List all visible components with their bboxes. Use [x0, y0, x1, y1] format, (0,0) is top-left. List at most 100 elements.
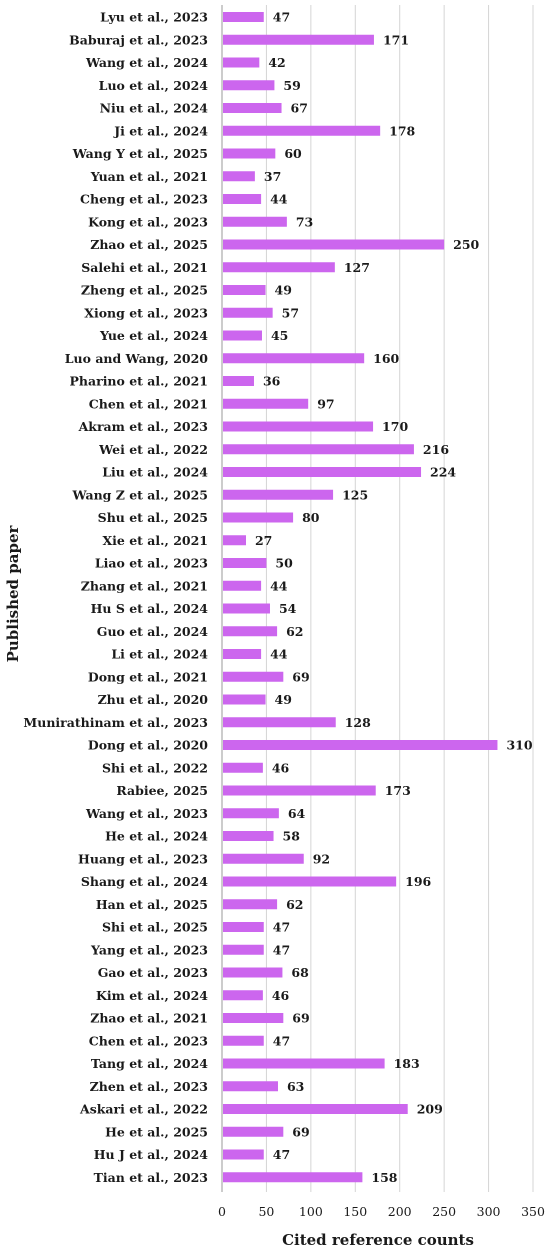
category-label: Cheng et al., 2023 — [80, 192, 208, 207]
value-label: 216 — [423, 442, 449, 457]
bar — [223, 330, 262, 341]
value-label: 171 — [383, 32, 409, 47]
value-label: 47 — [273, 10, 290, 25]
category-label: Yue et al., 2024 — [99, 328, 208, 343]
category-label: Wang Y et al., 2025 — [72, 146, 208, 161]
category-label: Xie et al., 2021 — [102, 533, 208, 548]
bar — [223, 1013, 284, 1023]
bar — [223, 740, 498, 750]
bar — [223, 12, 264, 22]
category-label: Huang et al., 2023 — [78, 851, 208, 866]
bar — [223, 489, 334, 500]
category-label: Askari et al., 2022 — [79, 1102, 208, 1117]
x-tick-label: 50 — [258, 1204, 274, 1219]
value-label: 47 — [273, 920, 290, 935]
category-label: Zheng et al., 2025 — [81, 283, 208, 298]
category-label: Gao et al., 2023 — [98, 965, 208, 980]
category-label: Wang Z et al., 2025 — [72, 487, 208, 502]
category-label: Ji et al., 2024 — [113, 123, 208, 138]
bar — [223, 1126, 284, 1137]
bar — [223, 853, 304, 864]
value-label: 46 — [272, 988, 290, 1003]
bar — [223, 580, 262, 591]
bar — [223, 694, 266, 705]
value-label: 178 — [389, 123, 415, 138]
bar — [223, 785, 376, 796]
category-label: Rabiee, 2025 — [116, 783, 208, 798]
category-label: Zhao et al., 2021 — [90, 1011, 208, 1026]
category-label: Yuan et al., 2021 — [90, 169, 208, 184]
value-label: 125 — [342, 487, 368, 502]
bar — [223, 1081, 278, 1092]
category-label: He et al., 2025 — [105, 1124, 208, 1139]
category-label: Hu J et al., 2024 — [94, 1147, 209, 1162]
bar — [223, 603, 270, 614]
category-label: Niu et al., 2024 — [100, 101, 209, 116]
x-tick-label: 200 — [388, 1204, 412, 1219]
bar — [223, 262, 335, 273]
x-tick-label: 350 — [521, 1204, 545, 1219]
value-label: 50 — [275, 556, 293, 571]
value-label: 170 — [382, 419, 408, 434]
value-label: 47 — [273, 942, 290, 957]
category-label: Zhu et al., 2020 — [98, 692, 209, 707]
bar — [223, 239, 445, 250]
value-label: 127 — [344, 260, 370, 275]
bar — [223, 34, 374, 45]
value-label: 69 — [292, 1011, 309, 1026]
value-label: 49 — [275, 692, 292, 707]
bar — [223, 148, 276, 159]
category-label: Yang et al., 2023 — [90, 942, 208, 957]
category-label: Guo et al., 2024 — [97, 624, 209, 639]
bar — [223, 285, 266, 295]
x-tick-label: 250 — [432, 1204, 456, 1219]
category-label: Tian et al., 2023 — [94, 1170, 208, 1185]
bar — [223, 512, 294, 523]
x-tick-labels: 0 50 100 150 200 250 300 350 — [218, 1204, 545, 1219]
value-label: 47 — [273, 1033, 290, 1048]
bar — [223, 1172, 363, 1183]
category-label: Dong et al., 2020 — [88, 738, 208, 753]
bar — [223, 171, 255, 182]
bar — [223, 80, 275, 91]
bar — [223, 353, 365, 364]
value-label: 67 — [291, 101, 308, 116]
value-label: 92 — [313, 851, 330, 866]
bar — [223, 922, 264, 932]
category-label: Dong et al., 2021 — [88, 669, 208, 684]
category-label: Shu et al., 2025 — [98, 510, 208, 525]
value-label: 49 — [275, 283, 292, 298]
x-tick-label: 300 — [477, 1204, 501, 1219]
category-label: Munirathinam et al., 2023 — [23, 715, 208, 730]
bar — [223, 899, 278, 910]
value-label: 64 — [288, 806, 306, 821]
bar — [223, 57, 260, 68]
category-label: Zhang et al., 2021 — [81, 578, 208, 593]
category-label: Luo and Wang, 2020 — [65, 351, 209, 366]
category-label: Chen et al., 2021 — [89, 396, 208, 411]
bar — [223, 376, 254, 386]
category-label: Shi et al., 2022 — [102, 760, 208, 775]
bar — [223, 967, 283, 978]
bar — [223, 1104, 408, 1114]
category-label: He et al., 2024 — [105, 829, 208, 844]
gridlines — [221, 5, 534, 1192]
bar — [223, 1058, 385, 1069]
category-label: Akram et al., 2023 — [78, 419, 208, 434]
value-label: 36 — [263, 374, 281, 389]
bar — [223, 831, 274, 841]
value-label: 27 — [255, 533, 272, 548]
bar — [223, 558, 267, 568]
value-label: 73 — [296, 214, 313, 229]
value-label: 42 — [268, 55, 285, 70]
value-label: 57 — [282, 305, 299, 320]
category-label: Kong et al., 2023 — [88, 214, 208, 229]
bar — [223, 535, 246, 546]
value-label: 37 — [264, 169, 281, 184]
value-label: 62 — [286, 897, 303, 912]
value-label: 80 — [302, 510, 320, 525]
bar — [223, 876, 397, 887]
category-label: Hu S et al., 2024 — [91, 601, 209, 616]
bar — [223, 1035, 264, 1046]
bar — [223, 398, 309, 409]
